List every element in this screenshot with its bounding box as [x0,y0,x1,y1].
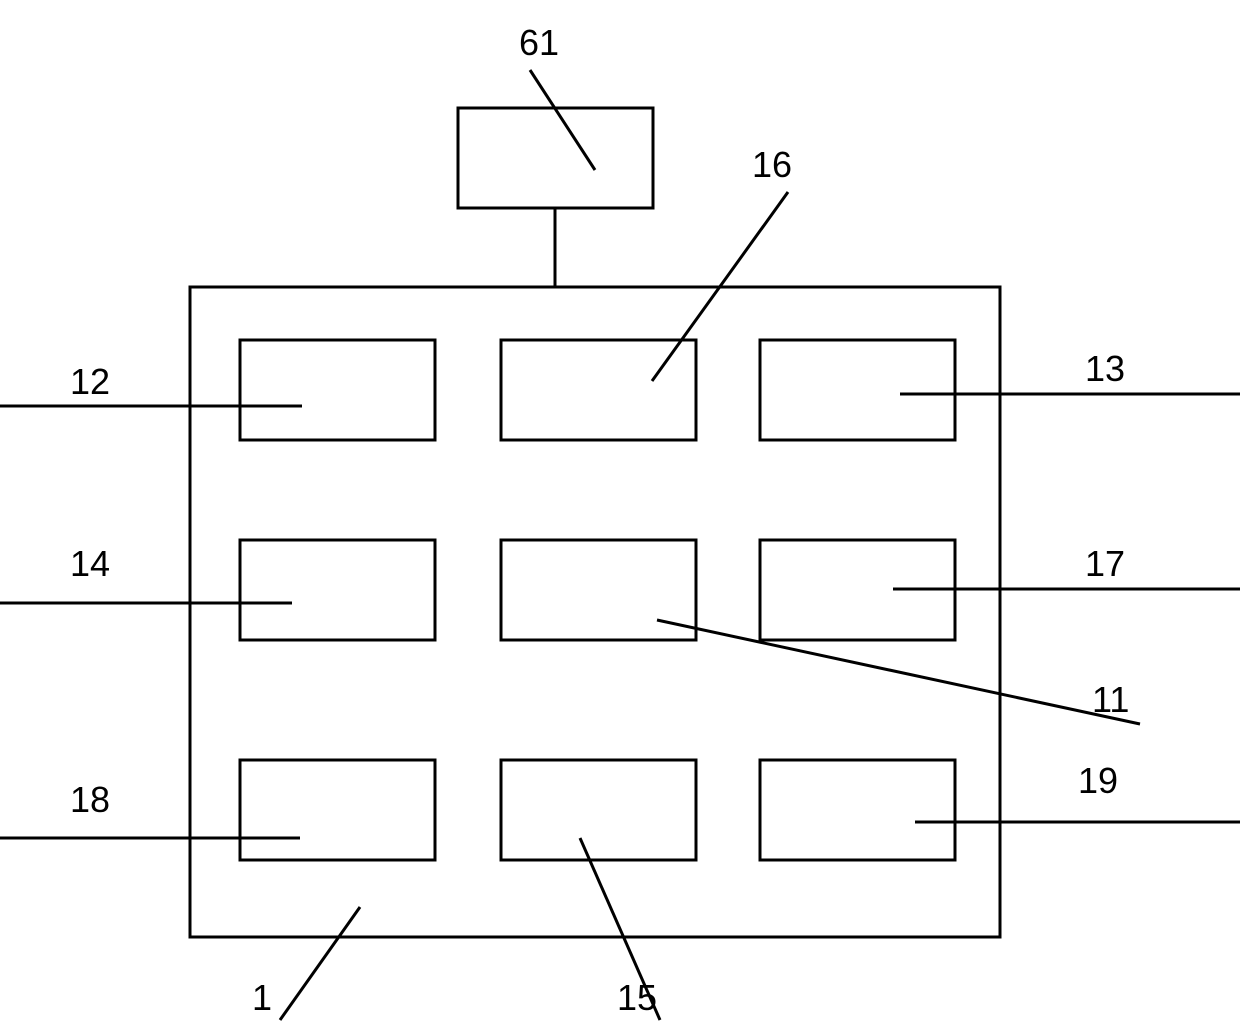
grid-box-r1-c0 [240,540,435,640]
label-18: 18 [70,779,110,820]
grid-box-r2-c1 [501,760,696,860]
label-16: 16 [752,144,792,185]
label-15: 15 [617,977,657,1018]
leader-61 [530,70,595,170]
grid-box-r1-c1 [501,540,696,640]
label-14: 14 [70,543,110,584]
label-11: 11 [1092,679,1129,720]
top-box [458,108,653,208]
grid-box-r0-c2 [760,340,955,440]
leader-1 [280,907,360,1020]
grid-box-r0-c1 [501,340,696,440]
label-17: 17 [1085,543,1125,584]
label-61: 61 [519,22,559,63]
grid-box-r2-c0 [240,760,435,860]
label-1: 1 [252,977,272,1018]
label-12: 12 [70,361,110,402]
label-19: 19 [1078,760,1118,801]
label-13: 13 [1085,348,1125,389]
outer-box [190,287,1000,937]
leader-11 [657,620,1140,724]
grid-box-r2-c2 [760,760,955,860]
grid-box-r0-c0 [240,340,435,440]
